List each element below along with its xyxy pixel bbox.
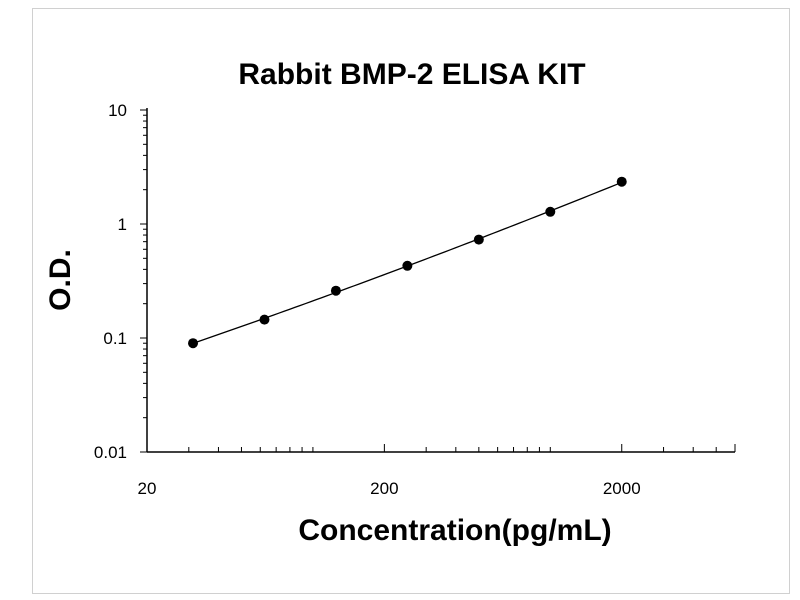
y-tick-label: 10 — [108, 101, 127, 120]
y-tick-label: 1 — [118, 215, 127, 234]
y-axis-label: O.D. — [44, 249, 77, 311]
axes — [146, 108, 735, 453]
chart-title: Rabbit BMP-2 ELISA KIT — [238, 58, 585, 91]
data-point — [259, 314, 270, 325]
data-point — [330, 285, 341, 296]
chart-frame — [32, 8, 790, 594]
tick-labels: 10 1 0.1 0.01 20 200 2000 — [94, 101, 641, 498]
x-tick-label: 20 — [138, 479, 157, 498]
x-tick-label: 200 — [370, 479, 398, 498]
data-points — [188, 176, 627, 349]
data-point — [402, 260, 413, 271]
data-point — [616, 176, 627, 187]
data-point — [473, 234, 484, 245]
y-tick-label: 0.01 — [94, 443, 127, 462]
y-tick-label: 0.1 — [103, 329, 127, 348]
x-axis-label: Concentration(pg/mL) — [298, 514, 611, 547]
data-point — [545, 206, 556, 217]
data-point — [188, 338, 199, 349]
x-tick-label: 2000 — [603, 479, 641, 498]
tick-marks — [140, 109, 736, 453]
